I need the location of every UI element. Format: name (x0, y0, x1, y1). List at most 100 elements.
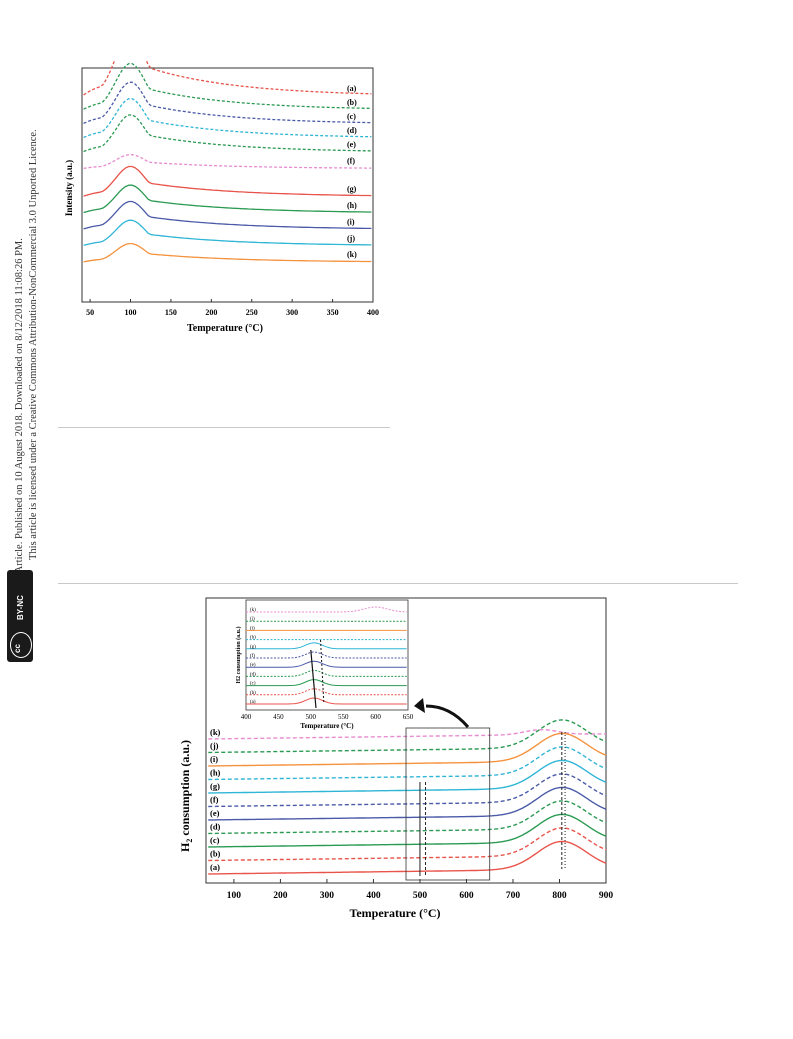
inset-series-g (246, 642, 407, 650)
x-tick-label-2: 150 (165, 308, 177, 317)
section-rule-1 (58, 427, 390, 428)
figure-2-series-j (208, 719, 607, 754)
figure-1-chart: 50 100 150 200 250 300 350 400 (a) (b) (c) (d) (e) (f… (64, 60, 379, 334)
cc-badge-by: BY-NC (16, 595, 25, 620)
figure-1-series-b (83, 62, 372, 110)
x-tick-label-3: 400 (366, 891, 381, 901)
figure-1-series-g (83, 165, 372, 197)
x-tick-label-0: 100 (227, 891, 242, 901)
inset-peak-marker (310, 649, 317, 709)
figure-2-series-label-h: (h) (210, 768, 221, 778)
license-text-line2: This article is licensed under a Creativ… (28, 129, 39, 560)
zoom-arrow-head (414, 698, 425, 713)
figure-2-series-k (208, 729, 607, 740)
zoom-arrow (425, 704, 470, 728)
figure-1-series-i (83, 200, 372, 230)
inset-frame (245, 599, 409, 711)
figure-1-frame (81, 67, 374, 303)
cc-badge-cc: cc (13, 644, 22, 653)
figure-1-ylabel: Intensity (a.u.) (64, 160, 74, 216)
x-tick-label-4: 250 (246, 308, 258, 317)
figure-1-series-e (83, 114, 372, 153)
inset-series-label-i: (i) (250, 626, 255, 631)
figure-2-series-a (208, 840, 607, 875)
figure-1-series-label-f: (f) (347, 157, 355, 166)
figure-2-xlabel: Temperature (°C) (349, 906, 440, 920)
x-tick-label-1: 200 (273, 891, 288, 901)
figure-2-series-d (208, 800, 607, 835)
x-tick-label-6: 350 (327, 308, 339, 317)
inset-series-label-k: (k) (250, 608, 256, 613)
figure-1-series-label-h: (h) (347, 201, 357, 210)
figure-2-series-label-f: (f) (210, 795, 219, 805)
cc-license-badge[interactable]: cc BY-NC (7, 570, 33, 662)
inset-xlabel: Temperature (°C) (300, 722, 354, 730)
inset-series-label-c: (c) (250, 682, 256, 687)
cc-icon (10, 632, 32, 658)
figure-1-xlabel: Temperature (°C) (187, 323, 263, 334)
figure-2-chart: 100 200 300 400 500 600 700 800 900 (k) (j) (i) (h) (… (178, 597, 614, 920)
x-tick-label-6: 700 (506, 891, 521, 901)
x-tick-label-3: 200 (205, 308, 217, 317)
inset-ylabel: H2 consumption (a.u.) (235, 626, 242, 683)
figure-2-series-label-c: (c) (210, 835, 220, 845)
inset-series-f (246, 651, 407, 659)
x-tick-label-7: 400 (367, 308, 379, 317)
figure-2-series-label-g: (g) (210, 781, 220, 791)
figure-1-series-label-c: (c) (347, 112, 356, 121)
figure-2-series-label-b: (b) (210, 849, 221, 859)
figure-1-series-label-e: (e) (347, 140, 356, 149)
figure-1-series-f (83, 154, 372, 170)
inset-series-e (246, 660, 407, 668)
zoom-region-box (405, 727, 491, 881)
x-tick-label-8: 900 (599, 891, 614, 901)
figure-2-series-e (208, 786, 607, 821)
inset-series-label-e: (e) (250, 663, 256, 668)
inset-x-tick-label-5: 650 (403, 713, 414, 721)
figure-1-series-label-i: (i) (347, 217, 355, 226)
figure-1-series-label-k: (k) (347, 250, 357, 259)
x-tick-label-5: 300 (286, 308, 298, 317)
inset-x-tick-label-3: 550 (338, 713, 349, 721)
inset-series-label-f: (f) (250, 654, 255, 659)
figure-2-series-h (208, 746, 607, 781)
figure-2-ylabel: H2 consumption (a.u.) (178, 740, 194, 852)
x-tick-label-2: 300 (320, 891, 335, 901)
figure-1-series-label-b: (b) (347, 98, 357, 107)
figure-1-series-label-j: (j) (347, 234, 355, 243)
x-tick-label-5: 600 (459, 891, 474, 901)
figure-2-series-f (208, 773, 607, 808)
figure-1-series-a (83, 60, 372, 96)
figure-2-series-label-i: (i) (210, 754, 218, 764)
inset-x-tick-label-1: 450 (273, 713, 284, 721)
inset-series-a (246, 697, 407, 705)
inset-series-label-a: (a) (250, 700, 256, 705)
inset-x-tick-label-2: 500 (306, 713, 317, 721)
figure-2-series-label-a: (a) (210, 862, 220, 872)
section-rule-2 (58, 583, 738, 584)
inset-series-c (246, 679, 407, 687)
figure-2-series-label-d: (d) (210, 822, 221, 832)
inset-series-label-g: (g) (250, 645, 256, 650)
figure-1-series-label-a: (a) (347, 84, 357, 93)
figure-2-series-b (208, 827, 607, 862)
figure-2-series-g (208, 759, 607, 794)
inset-series-d (246, 669, 407, 677)
x-tick-label-1: 100 (125, 308, 137, 317)
inset-x-tick-label-4: 600 (370, 713, 381, 721)
inset-series-label-b: (b) (250, 691, 256, 696)
x-tick-label-4: 500 (413, 891, 428, 901)
x-tick-label-7: 800 (552, 891, 567, 901)
x-tick-label-0: 50 (86, 308, 94, 317)
inset-x-tick-label-0: 400 (241, 713, 252, 721)
inset-series-k (246, 606, 407, 613)
figure-1-series-h (83, 184, 372, 214)
figure-2-series-c (208, 813, 607, 848)
figure-2-frame (205, 597, 607, 884)
figure-2-series-i (208, 732, 607, 767)
figure-2-series-label-j: (j) (210, 741, 219, 751)
inset-series-label-j: (j) (250, 617, 255, 622)
figure-1-series-k (83, 242, 372, 263)
figure-1-series-label-g: (g) (347, 185, 357, 194)
figure-1-series-c (83, 81, 372, 124)
